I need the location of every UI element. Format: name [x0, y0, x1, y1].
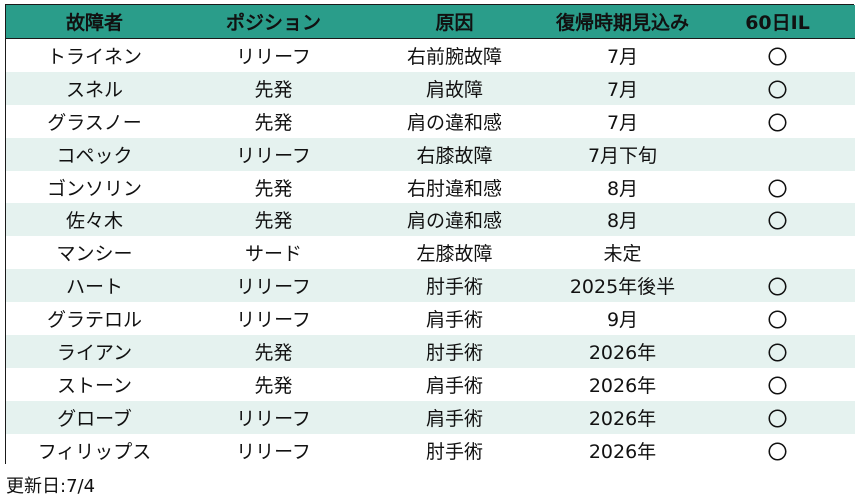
cell-player-name: ハート [6, 269, 183, 303]
cell-expected-return: 7月 [545, 104, 700, 138]
cell-60-day-il: 〇 [700, 71, 855, 105]
cell-cause: 肩の違和感 [364, 104, 545, 138]
cell-player-name: トライネン [6, 38, 183, 72]
cell-cause: 肘手術 [364, 269, 545, 303]
cell-60-day-il: 〇 [700, 335, 855, 368]
cell-position: リリーフ [183, 137, 364, 171]
updated-date-note: 更新日:7/4 [6, 476, 96, 497]
cell-60-day-il: 〇 [700, 104, 855, 138]
cell-60-day-il: 〇 [700, 269, 855, 303]
cell-cause: 肩の違和感 [364, 203, 545, 237]
table-row: トライネン リリーフ 右前腕故障 7月〇 [6, 38, 855, 72]
cell-cause: 肘手術 [364, 335, 545, 368]
header-expected-return: 復帰時期見込み [545, 5, 700, 39]
cell-player-name: 佐々木 [6, 203, 183, 237]
cell-player-name: ライアン [6, 335, 183, 368]
cell-expected-return: 9月 [545, 302, 700, 336]
cell-cause: 右前腕故障 [364, 38, 545, 72]
cell-player-name: グラテロル [6, 302, 183, 336]
header-position: ポジション [183, 5, 364, 39]
table-row: ストーン 先発 肩手術 2026年〇 [6, 367, 855, 401]
cell-position: リリーフ [183, 269, 364, 303]
cell-player-name: ストーン [6, 367, 183, 401]
table-row: ゴンソリン 先発 右肘違和感 8月〇 [6, 170, 855, 204]
cell-position: リリーフ [183, 38, 364, 72]
table-body: トライネン リリーフ 右前腕故障 7月〇スネル 先発 肩故障 7月〇グラスノー 先発 肩の違和感… [6, 38, 855, 467]
cell-position: 先発 [183, 104, 364, 138]
table-row: スネル 先発 肩故障 7月〇 [6, 71, 855, 105]
cell-expected-return: 7月 [545, 38, 700, 72]
cell-expected-return: 8月 [545, 170, 700, 204]
injury-table-container: 故障者 ポジション 原因 復帰時期見込み 60日IL トライネン リリーフ 右前腕故… [5, 4, 855, 467]
cell-position: 先発 [183, 335, 364, 368]
cell-position: 先発 [183, 203, 364, 237]
table-row: ハート リリーフ 肘手術 2025年後半〇 [6, 269, 855, 303]
cell-cause: 肩手術 [364, 302, 545, 336]
cell-60-day-il: 〇 [700, 367, 855, 401]
header-cause: 原因 [364, 5, 545, 39]
cell-expected-return: 7月 [545, 71, 700, 105]
cell-position: 先発 [183, 71, 364, 105]
table-row: グローブ リリーフ 肩手術 2026年〇 [6, 400, 855, 434]
cell-player-name: グローブ [6, 400, 183, 434]
table-row: ライアン 先発 肘手術 2026年〇 [6, 335, 855, 368]
table-row: マンシー サード 左膝故障 未定 [6, 236, 855, 270]
cell-expected-return: 8月 [545, 203, 700, 237]
table-row: グラテロル リリーフ 肩手術 9月〇 [6, 302, 855, 336]
cell-position: サード [183, 236, 364, 270]
header-injured-player: 故障者 [6, 5, 183, 39]
cell-cause: 肩手術 [364, 367, 545, 401]
cell-player-name: グラスノー [6, 104, 183, 138]
cell-cause: 肩故障 [364, 71, 545, 105]
table-row: フィリップス リリーフ 肘手術 2026年〇 [6, 433, 855, 467]
cell-60-day-il: 〇 [700, 302, 855, 336]
cell-60-day-il [700, 236, 855, 270]
table-header-row: 故障者 ポジション 原因 復帰時期見込み 60日IL [6, 5, 855, 39]
cell-60-day-il: 〇 [700, 203, 855, 237]
cell-expected-return: 2025年後半 [545, 269, 700, 303]
cell-cause: 肩手術 [364, 400, 545, 434]
cell-expected-return: 2026年 [545, 433, 700, 467]
cell-position: 先発 [183, 170, 364, 204]
cell-60-day-il [700, 137, 855, 171]
table-row: 佐々木 先発 肩の違和感 8月〇 [6, 203, 855, 237]
cell-expected-return: 2026年 [545, 367, 700, 401]
cell-60-day-il: 〇 [700, 170, 855, 204]
cell-60-day-il: 〇 [700, 400, 855, 434]
table-row: グラスノー 先発 肩の違和感 7月〇 [6, 104, 855, 138]
cell-position: リリーフ [183, 302, 364, 336]
cell-player-name: フィリップス [6, 433, 183, 467]
cell-expected-return: 7月下旬 [545, 137, 700, 171]
cell-expected-return: 未定 [545, 236, 700, 270]
cell-position: 先発 [183, 367, 364, 401]
cell-player-name: コペック [6, 137, 183, 171]
cell-60-day-il: 〇 [700, 433, 855, 467]
cell-cause: 左膝故障 [364, 236, 545, 270]
cell-cause: 右膝故障 [364, 137, 545, 171]
cell-player-name: スネル [6, 71, 183, 105]
cell-expected-return: 2026年 [545, 400, 700, 434]
injury-table: 故障者 ポジション 原因 復帰時期見込み 60日IL トライネン リリーフ 右前腕故… [6, 5, 855, 467]
table-row: コペック リリーフ 右膝故障 7月下旬 [6, 137, 855, 171]
cell-cause: 右肘違和感 [364, 170, 545, 204]
cell-position: リリーフ [183, 433, 364, 467]
cell-player-name: ゴンソリン [6, 170, 183, 204]
cell-cause: 肘手術 [364, 433, 545, 467]
cell-60-day-il: 〇 [700, 38, 855, 72]
cell-player-name: マンシー [6, 236, 183, 270]
cell-expected-return: 2026年 [545, 335, 700, 368]
header-60-day-il: 60日IL [700, 5, 855, 39]
cell-position: リリーフ [183, 400, 364, 434]
